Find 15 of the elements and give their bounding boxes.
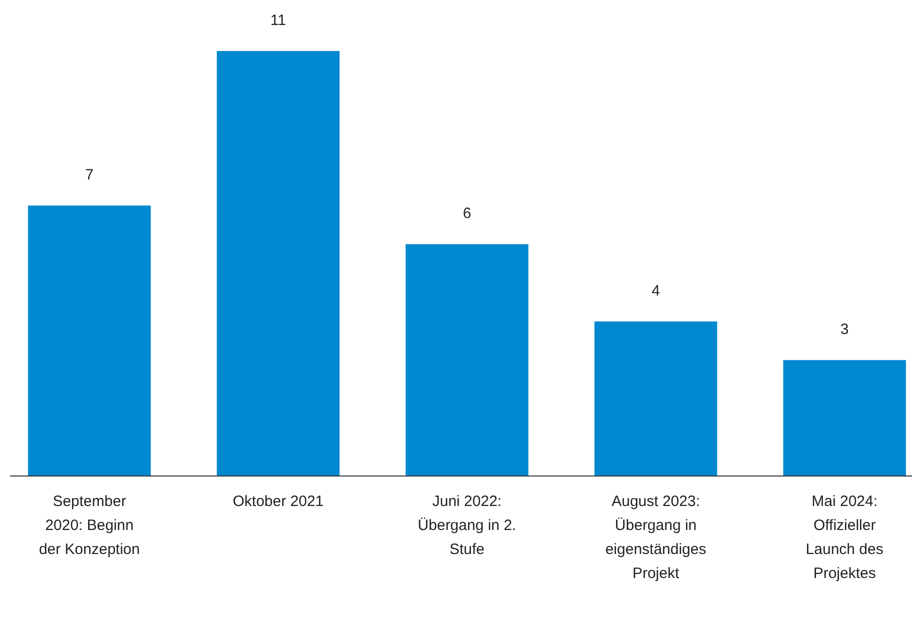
bar (783, 360, 906, 476)
data-label: 4 (652, 282, 660, 300)
x-tick-label: Oktober 2021 (232, 493, 324, 510)
bar (28, 206, 151, 476)
x-tick-label: August 2023: Übergang in eigenständiges Projekt (605, 493, 706, 582)
x-tick-label: Mai 2024: Offizieller Launch des Projektes (806, 493, 884, 582)
bar (406, 244, 528, 476)
bar (594, 321, 718, 476)
data-label: 11 (270, 12, 286, 29)
data-label: 6 (462, 205, 472, 222)
x-tick-label: Juni 2022: Übergang in 2. Stufe (418, 493, 516, 558)
x-tick-label: September 2020: Beginn der Konzeption (38, 493, 140, 558)
data-label: 7 (85, 166, 94, 184)
bar (216, 51, 340, 476)
data-label: 3 (840, 321, 849, 338)
